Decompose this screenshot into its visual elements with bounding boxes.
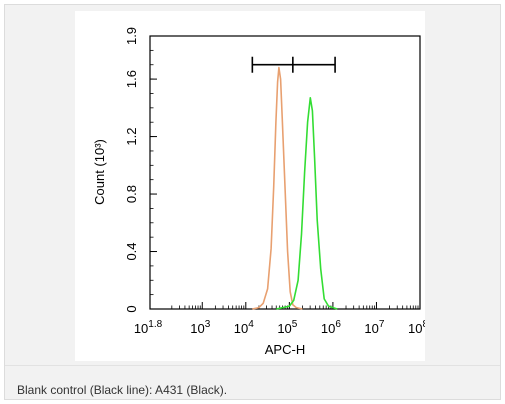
- figure-frame: 101.8 103 104 105 106 107 108 0 0.4 0.8 1.2 1.6 1.9…: [4, 4, 501, 400]
- x-axis-ticks: 101.8 103 104 105 106 107 108: [134, 302, 428, 336]
- x-axis-label: APC-H: [265, 342, 305, 357]
- x-tick-label: 101.8: [134, 319, 163, 336]
- chart-panel: 101.8 103 104 105 106 107 108 0 0.4 0.8 1.2 1.6 1.9…: [75, 11, 428, 361]
- x-tick-label: 103: [190, 319, 210, 336]
- sample-curve: [276, 97, 338, 310]
- x-tick-label: 105: [277, 319, 297, 336]
- caption-bar: Blank control (Black line): A431 (Black)…: [5, 365, 500, 399]
- y-tick-label: 0.4: [124, 242, 139, 260]
- y-axis-label: Count (10³): [92, 139, 107, 205]
- x-tick-label: 106: [321, 319, 341, 336]
- y-tick-label: 0: [124, 305, 139, 312]
- y-tick-label: 1.9: [124, 27, 139, 45]
- x-tick-label: 107: [364, 319, 384, 336]
- x-tick-label: 108: [408, 319, 425, 336]
- series-layer: [252, 66, 338, 310]
- x-tick-label: 104: [234, 319, 254, 336]
- blank-control-curve: [252, 66, 303, 310]
- histogram-chart: 101.8 103 104 105 106 107 108 0 0.4 0.8 1.2 1.6 1.9…: [92, 27, 428, 357]
- y-tick-label: 0.8: [124, 185, 139, 203]
- y-tick-label: 1.2: [124, 128, 139, 146]
- y-axis-ticks: 0 0.4 0.8 1.2 1.6 1.9: [124, 27, 157, 313]
- figure-caption: Blank control (Black line): A431 (Black)…: [17, 383, 228, 397]
- gate-layer: [251, 56, 336, 73]
- y-tick-label: 1.6: [124, 70, 139, 88]
